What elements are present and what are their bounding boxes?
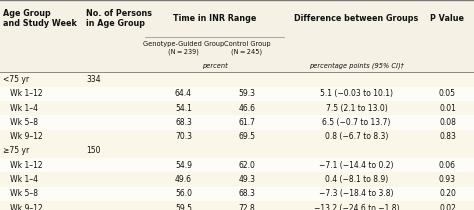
Text: P Value: P Value [430,14,465,23]
Text: 49.6: 49.6 [175,175,192,184]
Text: Control Group
(N = 245): Control Group (N = 245) [224,41,270,55]
Text: Wk 9–12: Wk 9–12 [3,204,43,210]
Text: percent: percent [202,63,228,69]
Text: Wk 5–8: Wk 5–8 [3,189,38,198]
Text: No. of Persons
in Age Group: No. of Persons in Age Group [86,9,152,28]
Text: 5.1 (−0.03 to 10.1): 5.1 (−0.03 to 10.1) [320,89,393,98]
Text: 68.3: 68.3 [238,189,255,198]
Bar [0,201,474,210]
Bar [0,0,474,72]
Text: 62.0: 62.0 [238,161,255,170]
Text: 72.8: 72.8 [238,204,255,210]
Text: Genotype-Guided Group
(N = 239): Genotype-Guided Group (N = 239) [143,41,224,55]
Text: 0.8 (−6.7 to 8.3): 0.8 (−6.7 to 8.3) [325,132,388,141]
Text: 46.6: 46.6 [238,104,255,113]
Text: <75 yr: <75 yr [3,75,29,84]
Text: 0.20: 0.20 [439,189,456,198]
Bar [0,158,474,172]
Text: Difference between Groups: Difference between Groups [294,14,419,23]
Text: Wk 1–4: Wk 1–4 [3,104,38,113]
Text: Time in INR Range: Time in INR Range [173,14,256,23]
Text: Age Group
and Study Week: Age Group and Study Week [3,9,77,28]
Text: 150: 150 [86,147,101,155]
Text: 68.3: 68.3 [175,118,192,127]
Text: 59.5: 59.5 [175,204,192,210]
Text: 69.5: 69.5 [238,132,255,141]
Text: Wk 1–12: Wk 1–12 [3,161,43,170]
Text: Wk 5–8: Wk 5–8 [3,118,38,127]
Text: Wk 1–12: Wk 1–12 [3,89,43,98]
Text: −7.3 (−18.4 to 3.8): −7.3 (−18.4 to 3.8) [319,189,394,198]
Text: 0.01: 0.01 [439,104,456,113]
Bar [0,115,474,130]
Text: 0.83: 0.83 [439,132,456,141]
Text: 0.06: 0.06 [439,161,456,170]
Text: 0.93: 0.93 [439,175,456,184]
Text: 0.08: 0.08 [439,118,456,127]
Text: 64.4: 64.4 [175,89,192,98]
Bar [0,130,474,144]
Text: Wk 1–4: Wk 1–4 [3,175,38,184]
Text: 49.3: 49.3 [238,175,255,184]
Bar [0,187,474,201]
Text: percentage points (95% CI)†: percentage points (95% CI)† [309,62,404,69]
Text: 61.7: 61.7 [238,118,255,127]
Bar [0,172,474,187]
Bar [0,101,474,115]
Bar [0,87,474,101]
Text: 7.5 (2.1 to 13.0): 7.5 (2.1 to 13.0) [326,104,387,113]
Bar [0,72,474,87]
Text: 0.05: 0.05 [439,89,456,98]
Text: 0.02: 0.02 [439,204,456,210]
Bar [0,144,474,158]
Text: 59.3: 59.3 [238,89,255,98]
Text: 6.5 (−0.7 to 13.7): 6.5 (−0.7 to 13.7) [322,118,391,127]
Text: −13.2 (−24.6 to −1.8): −13.2 (−24.6 to −1.8) [314,204,399,210]
Text: 56.0: 56.0 [175,189,192,198]
Text: ≥75 yr: ≥75 yr [3,147,29,155]
Text: Wk 9–12: Wk 9–12 [3,132,43,141]
Text: −7.1 (−14.4 to 0.2): −7.1 (−14.4 to 0.2) [319,161,394,170]
Text: 0.4 (−8.1 to 8.9): 0.4 (−8.1 to 8.9) [325,175,388,184]
Text: 70.3: 70.3 [175,132,192,141]
Text: 54.1: 54.1 [175,104,192,113]
Text: 54.9: 54.9 [175,161,192,170]
Text: 334: 334 [86,75,101,84]
